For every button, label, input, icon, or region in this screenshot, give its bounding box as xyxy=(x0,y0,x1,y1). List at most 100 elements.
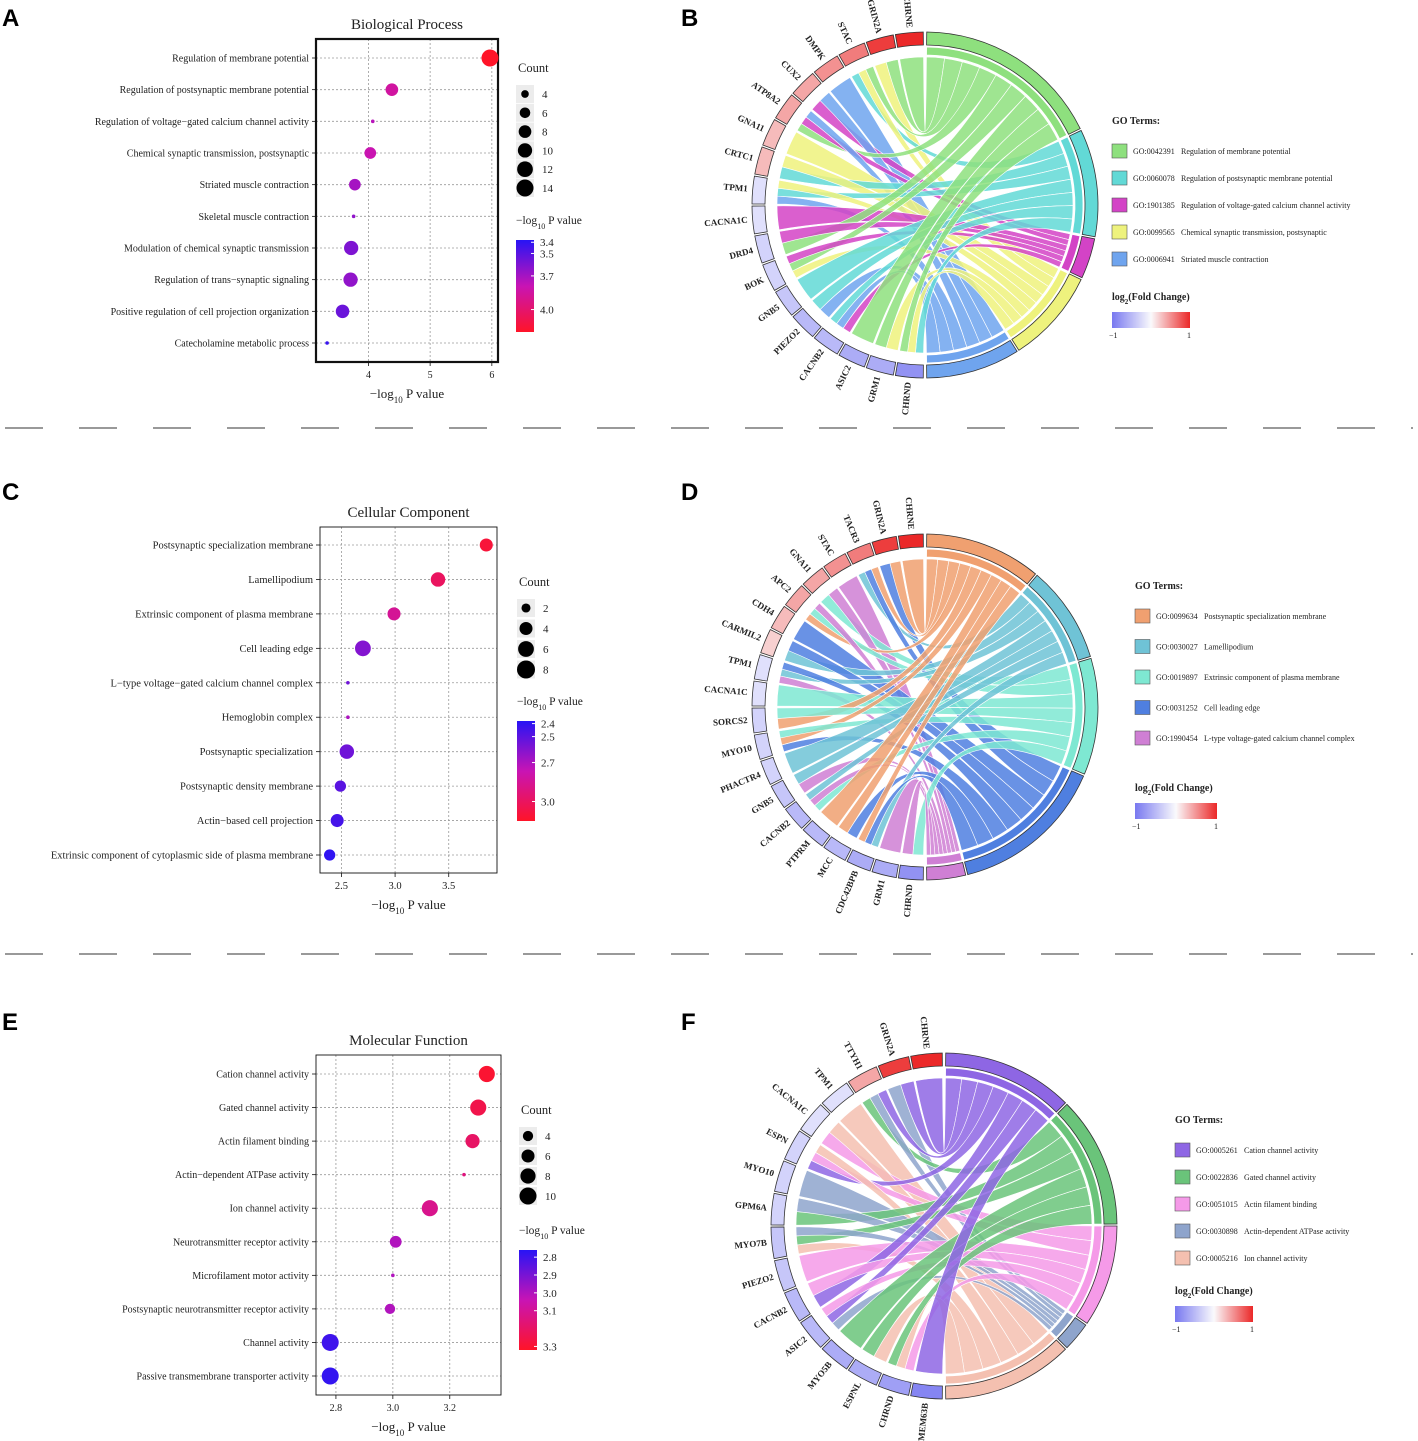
go-term-id: GO:0005216 xyxy=(1196,1254,1238,1263)
y-tick-label: Lamellipodium xyxy=(248,575,313,586)
chord-ribbon xyxy=(877,1081,994,1159)
term-sector xyxy=(926,46,1068,140)
data-point xyxy=(370,119,375,124)
count-legend-label: 4 xyxy=(542,89,548,101)
go-legend-swatch xyxy=(1111,170,1128,186)
plot-frame xyxy=(319,526,498,874)
gene-label: APC2 xyxy=(769,572,793,595)
data-point xyxy=(321,1333,339,1351)
term-outer-arc xyxy=(1071,657,1099,775)
chart-title: Cellular Component xyxy=(347,505,470,521)
chart-title: Molecular Function xyxy=(349,1033,468,1049)
y-tick-label: Modulation of chemical synaptic transmis… xyxy=(124,244,309,255)
gene-label: GRIN2A xyxy=(865,0,884,35)
fc-colorbar xyxy=(1112,312,1190,328)
gene-arc xyxy=(751,175,768,205)
gene-arc xyxy=(784,585,812,613)
term-outer-arc xyxy=(926,862,967,881)
gene-arc xyxy=(770,605,796,635)
fc-legend-title: log2(Fold Change) xyxy=(1135,783,1213,797)
gene-arc xyxy=(751,205,768,235)
gene-arc xyxy=(753,732,774,760)
gene-arc xyxy=(877,1056,912,1079)
go-legend-swatch xyxy=(1174,1196,1191,1212)
y-tick-label: Regulation of trans−synaptic signaling xyxy=(154,275,309,286)
chord-ribbon xyxy=(889,559,950,635)
colorbar-tick-label: 2.9 xyxy=(543,1270,557,1282)
y-tick-label: Actin−dependent ATPase activity xyxy=(175,1170,309,1181)
x-tick-label: 2.8 xyxy=(330,1403,343,1414)
chord-ribbon xyxy=(865,61,980,138)
gene-label: PIEZO2 xyxy=(772,326,802,356)
go-term-name: Ion channel activity xyxy=(1244,1254,1308,1263)
x-tick-label: 3.0 xyxy=(389,881,402,892)
count-legend-dot xyxy=(517,161,533,178)
go-term-id: GO:0042391 xyxy=(1133,147,1175,156)
go-term-name: Gated channel activity xyxy=(1244,1173,1316,1182)
colorbar-tick-label: 3.7 xyxy=(540,271,554,283)
go-term-id: GO:0060078 xyxy=(1133,174,1175,183)
gene-arc xyxy=(871,858,899,879)
go-legend-swatch xyxy=(1174,1169,1191,1185)
count-legend-title: Count xyxy=(519,575,550,589)
gene-arc xyxy=(865,34,897,56)
go-legend-swatch xyxy=(1134,639,1151,654)
y-tick-label: Ion channel activity xyxy=(230,1204,309,1215)
count-legend-dot xyxy=(517,143,533,158)
gene-label: PHACTR4 xyxy=(719,769,763,795)
gene-arc xyxy=(800,1104,831,1138)
gene-arc xyxy=(802,567,831,594)
term-sector xyxy=(945,1067,1056,1120)
go-term-name: Extrinsic component of plasma membrane xyxy=(1204,673,1340,682)
term-outer-arc xyxy=(1069,235,1096,279)
panel-label-d: D xyxy=(681,479,698,506)
count-legend-label: 8 xyxy=(542,127,548,139)
count-legend-dot xyxy=(519,1187,537,1205)
y-tick-label: Chemical synaptic transmission, postsyna… xyxy=(127,149,310,160)
go-legend-title: GO Terms: xyxy=(1112,116,1160,127)
gene-arc xyxy=(762,119,787,151)
count-legend-dot xyxy=(520,1168,536,1184)
gene-arc xyxy=(813,327,845,355)
data-point xyxy=(346,715,350,720)
data-point xyxy=(321,1367,339,1385)
y-tick-label: Cation channel activity xyxy=(216,1070,309,1081)
gene-arc xyxy=(770,779,796,809)
chord-plot-cellular-component: CHRNE GRIN2A TACR3STACGNA11APC2CDH4CARMIL2… xyxy=(704,497,1355,918)
go-term-id: GO:0099565 xyxy=(1133,228,1175,237)
y-tick-label: Extrinsic component of plasma membrane xyxy=(135,609,313,620)
y-tick-label: Regulation of membrane potential xyxy=(172,54,309,65)
gene-arc xyxy=(760,629,783,658)
go-term-id: GO:0006941 xyxy=(1133,255,1175,264)
data-point xyxy=(479,538,493,552)
gene-label: ESPNL xyxy=(841,1380,864,1410)
gene-arc xyxy=(894,31,924,48)
y-tick-label: Channel activity xyxy=(243,1338,309,1349)
gene-arc xyxy=(871,535,899,556)
gene-label: CACNA1C xyxy=(770,1081,810,1116)
data-point xyxy=(349,178,361,191)
count-legend-label: 4 xyxy=(545,1131,551,1143)
gene-arc xyxy=(897,533,924,550)
y-tick-label: Postsynaptic specialization membrane xyxy=(153,541,314,552)
go-legend-swatch xyxy=(1134,669,1151,685)
go-term-name: Cell leading edge xyxy=(1204,704,1260,713)
panel-label-a: A xyxy=(2,5,19,32)
go-term-id: GO:0031252 xyxy=(1156,704,1198,713)
gene-label: MYO10 xyxy=(720,743,753,760)
colorbar-tick-label: 4.0 xyxy=(540,305,554,317)
go-term-name: Actin-dependent ATPase activity xyxy=(1244,1227,1349,1236)
gene-label: GRIN2A xyxy=(878,1021,898,1057)
gene-arc xyxy=(846,542,875,565)
data-point xyxy=(355,640,371,657)
gene-label: CHRNE xyxy=(902,0,915,28)
gene-arc xyxy=(792,307,822,338)
fc-max-label: 1 xyxy=(1250,1325,1254,1334)
pvalue-legend-title: −log10 P value xyxy=(519,1225,585,1241)
x-axis-label: −log10 P value xyxy=(371,897,446,916)
term-sector xyxy=(1062,662,1084,769)
gene-label: GNA11 xyxy=(736,113,767,134)
colorbar-tick-label: 3.0 xyxy=(541,797,555,809)
go-term-name: Chemical synaptic transmission, postsyna… xyxy=(1181,228,1327,237)
go-legend-swatch xyxy=(1174,1250,1191,1266)
